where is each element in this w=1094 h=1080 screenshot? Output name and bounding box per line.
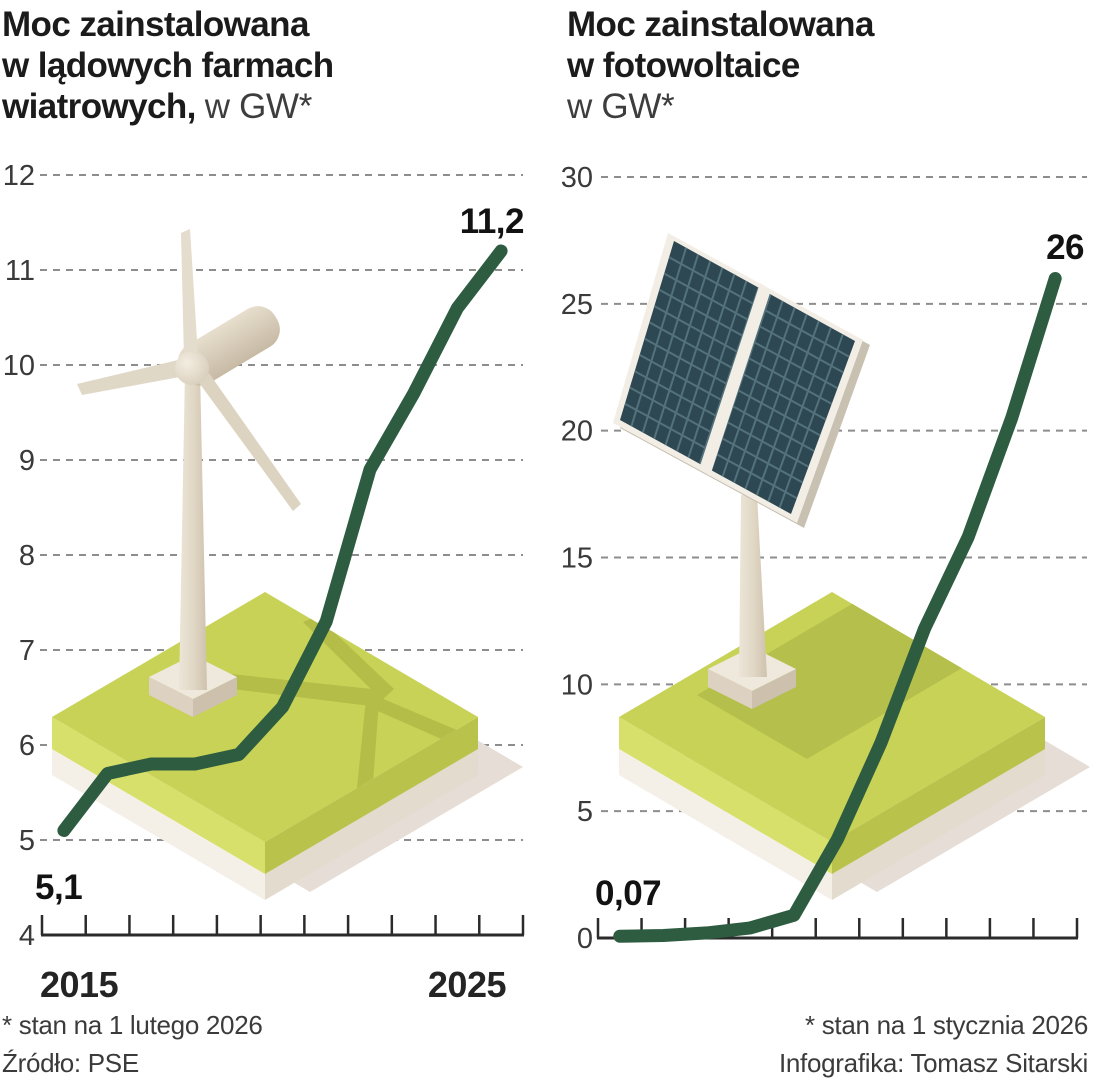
panel-grid-line bbox=[698, 287, 760, 465]
turbine-tower bbox=[179, 371, 207, 690]
x-tick-label: 2015 bbox=[40, 964, 119, 1005]
turbine-hub bbox=[175, 351, 209, 385]
footer-right: * stan na 1 stycznia 2026 Infografika: T… bbox=[779, 1006, 1088, 1080]
y-tick-label: 6 bbox=[19, 730, 35, 762]
value-label-start: 0,07 bbox=[595, 874, 661, 913]
y-tick-label: 5 bbox=[19, 825, 35, 857]
panel-shadow bbox=[697, 601, 967, 759]
title-unit: w GW* bbox=[567, 87, 675, 126]
y-tick-label: 8 bbox=[19, 540, 35, 572]
footnote: * stan na 1 stycznia 2026 bbox=[804, 1010, 1088, 1040]
grid-layer: 4 5 6 7 8 9 10 11 12 bbox=[3, 160, 523, 952]
panel-grid-line bbox=[664, 267, 724, 446]
data-line bbox=[613, 272, 1062, 943]
y-tick-label: 7 bbox=[19, 635, 35, 667]
turbine-blade bbox=[197, 373, 301, 511]
panel-grid-line bbox=[744, 313, 808, 490]
solar-chart: 0 5 10 15 20 25 30 bbox=[561, 162, 1090, 955]
panel-grid-line bbox=[767, 327, 832, 502]
chart-title-wind: Moc zainstalowana w lądowych farmach wia… bbox=[2, 4, 334, 127]
value-label-start: 5,1 bbox=[35, 868, 82, 907]
panel-grid-line bbox=[755, 320, 820, 496]
panel-grid-line bbox=[641, 254, 700, 433]
panel-grid-line bbox=[733, 307, 796, 484]
wind-chart: 4 5 6 7 8 9 10 11 12 bbox=[3, 160, 525, 1005]
footer-left: * stan na 1 lutego 2026 Źródło: PSE bbox=[2, 1006, 263, 1080]
panel-grid-line bbox=[630, 247, 688, 427]
solar-panel-illustration bbox=[613, 233, 1090, 900]
value-label-end: 26 bbox=[1046, 228, 1084, 267]
y-tick-label: 9 bbox=[19, 445, 35, 477]
axis-layer: 2015 2025 bbox=[40, 915, 525, 1005]
panel-grid-line bbox=[778, 333, 844, 509]
y-tick-label: 25 bbox=[561, 289, 593, 321]
y-tick-label: 0 bbox=[577, 923, 593, 955]
panel-grid-line bbox=[676, 273, 736, 452]
value-label-end: 11,2 bbox=[460, 202, 524, 241]
source: Źródło: PSE bbox=[2, 1048, 139, 1078]
data-line bbox=[57, 244, 508, 837]
panel-divider bbox=[699, 283, 771, 476]
chart-title-solar: Moc zainstalowana w fotowoltaice w GW* bbox=[567, 4, 874, 127]
x-tick-label: 2025 bbox=[428, 964, 507, 1005]
title-unit: w GW* bbox=[204, 87, 313, 126]
y-tick-label: 20 bbox=[561, 416, 593, 448]
panel-grid-line bbox=[653, 260, 712, 440]
credit: Infografika: Tomasz Sitarski bbox=[778, 1048, 1088, 1078]
y-tick-label: 10 bbox=[561, 669, 593, 701]
line-layer: 5,1 11,2 bbox=[35, 202, 525, 907]
panel-grid-line bbox=[687, 280, 748, 458]
turbine-blade bbox=[77, 360, 180, 395]
panel-grid-line bbox=[721, 300, 784, 477]
y-tick-label: 4 bbox=[19, 920, 35, 952]
y-tick-label: 12 bbox=[3, 160, 35, 192]
line-layer: 0,07 26 bbox=[595, 228, 1085, 943]
title-line: w lądowych farmach bbox=[2, 46, 334, 85]
wind-turbine-illustration bbox=[52, 229, 523, 900]
turbine-blade bbox=[181, 229, 198, 359]
y-tick-label: 15 bbox=[561, 543, 593, 575]
title-line: Moc zainstalowana bbox=[2, 5, 309, 44]
y-tick-label: 10 bbox=[3, 350, 35, 382]
title-line: w fotowoltaice bbox=[567, 46, 800, 85]
y-tick-label: 5 bbox=[577, 796, 593, 828]
y-tick-label: 11 bbox=[5, 255, 35, 287]
title-line: Moc zainstalowana bbox=[567, 5, 874, 44]
title-line: wiatrowych, bbox=[2, 87, 196, 126]
y-tick-label: 30 bbox=[561, 162, 593, 194]
footnote: * stan na 1 lutego 2026 bbox=[2, 1010, 263, 1040]
panel-pedestal bbox=[739, 495, 767, 677]
